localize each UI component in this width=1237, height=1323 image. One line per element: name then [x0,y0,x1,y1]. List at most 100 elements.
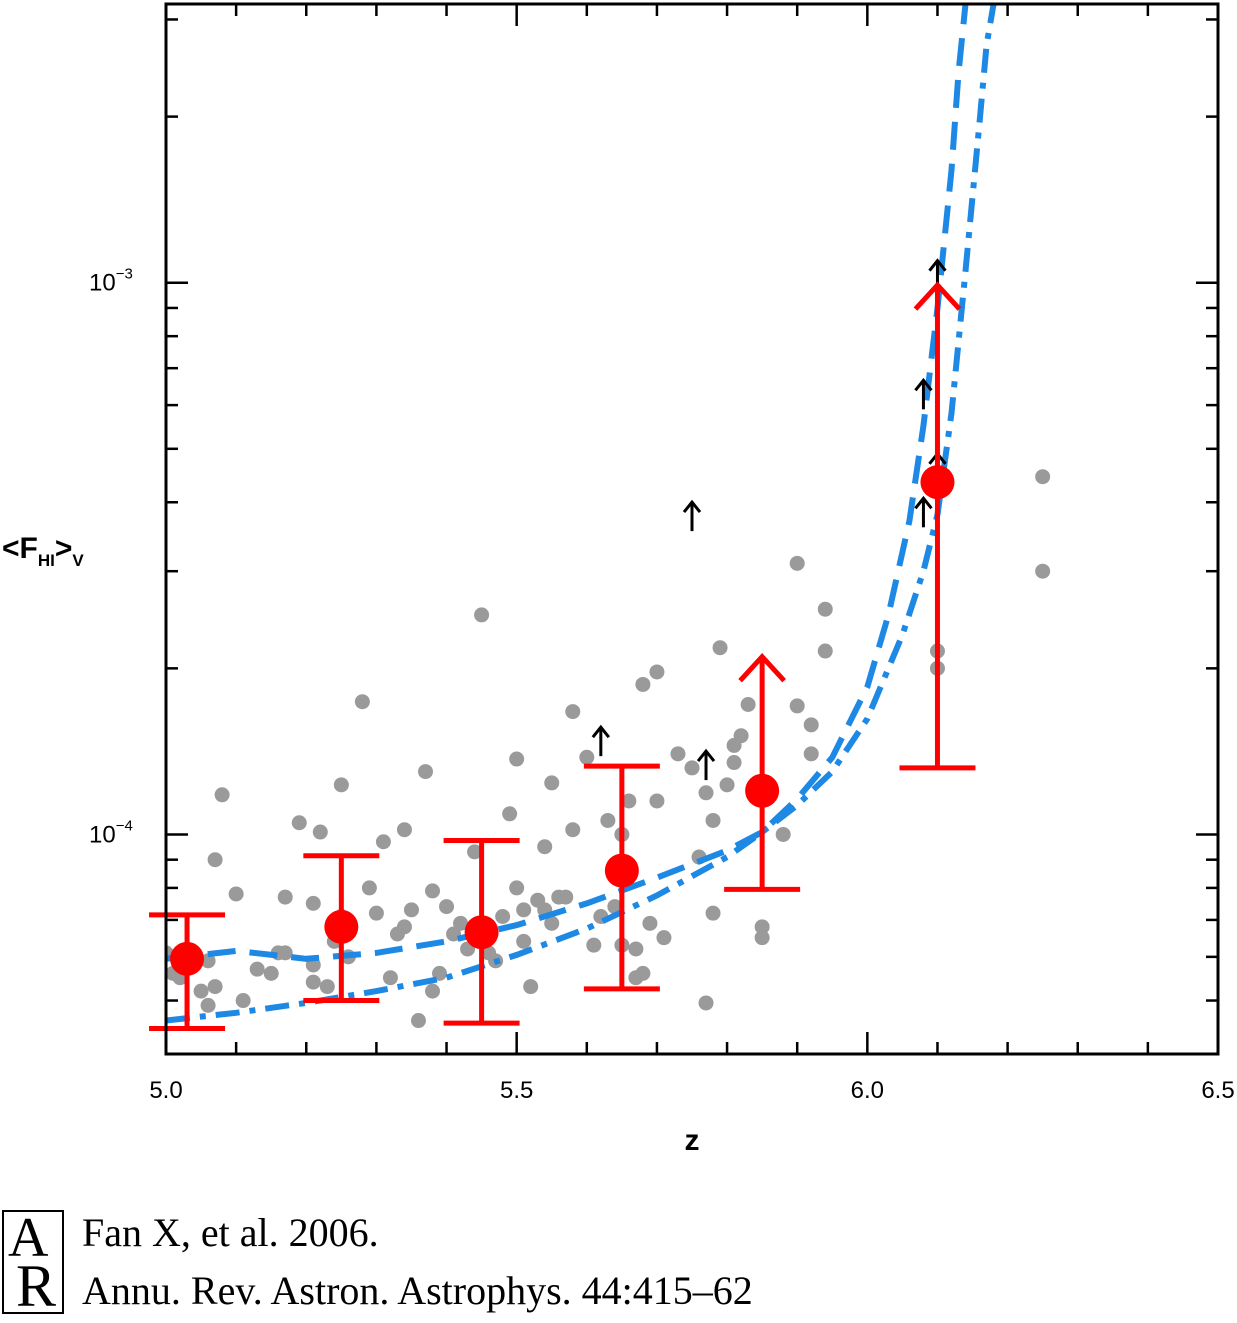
y-tick-label: 10−3 [89,266,133,297]
data-point [698,995,714,1011]
model-curve-dashed [166,4,969,962]
data-point [705,812,721,828]
data-point [817,643,833,659]
binned-mean [583,763,660,992]
lower-limit-arrowhead [913,281,962,311]
data-point [537,839,553,855]
data-point [789,698,805,714]
tick-labels: 5.0 5.5 6.0 6.5 10−4 10−3 [89,266,1235,1104]
mean-marker [604,853,639,888]
data-point [439,899,455,915]
y-axis-title-sub2: V [72,551,84,570]
data-point [1035,563,1051,579]
data-point [474,607,490,623]
y-axis-title-close: > [55,532,73,565]
citation-footer: A R Fan X, et al. 2006. Annu. Rev. Astro… [0,1205,1237,1323]
lower-limit-arrow [914,495,933,528]
data-point [803,746,819,762]
data-point [621,793,637,809]
data-point [291,815,307,831]
data-point [200,997,216,1013]
data-point [467,844,483,860]
arrow-head [914,495,933,510]
data-point [600,812,616,828]
data-point [649,664,665,680]
data-point [277,945,293,961]
lower-limit-arrow [591,724,610,757]
data-point [565,822,581,838]
model-curve-dash-dot [166,4,997,1024]
data-point [544,915,560,931]
x-axis-title: z [685,1124,700,1157]
data-point [333,777,349,793]
data-point [410,1013,426,1029]
lower-limit-arrows [591,258,947,781]
arrow-head [682,499,702,514]
data-point [207,979,223,995]
data-point [382,970,398,986]
data-point [228,886,244,902]
plot-frame [164,2,1220,1056]
data-point [516,902,532,918]
data-point [635,676,651,692]
data-point [425,883,441,899]
lower-limit-arrow [682,499,702,532]
mean-marker [464,915,499,950]
binned-mean [149,912,226,1031]
data-point [193,983,209,999]
data-point [803,717,819,733]
data-point [684,760,700,776]
x-tick-label: 6.0 [851,1077,884,1104]
y-axis-title: <FHI>V [2,532,84,570]
x-tick-label: 5.5 [500,1077,533,1104]
data-point [495,909,511,925]
data-point [425,983,441,999]
data-point [719,777,735,793]
mean-marker [920,465,955,500]
lower-limit-arrowhead [738,652,786,683]
data-point [656,930,672,946]
binned-mean [899,281,976,771]
arrow-head [696,748,716,763]
data-point [200,953,216,969]
data-point [754,930,770,946]
data-point [446,926,462,942]
data-point [775,826,791,842]
data-point [235,993,251,1009]
data-point [396,822,412,838]
data-point [277,889,293,905]
annual-reviews-logo: A R [2,1210,64,1316]
data-point [375,834,391,850]
data-point [207,852,223,868]
data-point [509,751,525,767]
data-point [214,787,230,803]
data-point [396,919,412,935]
data-point [733,728,749,744]
data-point [586,937,602,953]
binned-mean [303,853,380,1004]
binned-mean [443,838,520,1026]
data-point [712,640,728,656]
data-point [558,889,574,905]
data-point [305,974,321,990]
y-axis-title-main: <F [2,532,38,565]
x-tick-label: 6.5 [1201,1077,1234,1104]
data-point [523,979,539,995]
data-point [642,915,658,931]
data-point [312,824,328,840]
data-point [453,915,469,931]
lower-limit-arrow [696,748,716,781]
data-point [361,880,377,896]
arrow-head [928,258,947,272]
data-point [740,696,756,712]
x-tick-label: 5.0 [149,1077,182,1104]
data-point [319,979,335,995]
data-point [417,764,433,780]
data-point [635,965,651,981]
y-axis-title-sub: HI [38,551,55,570]
arrow-head [914,377,933,392]
data-point [354,694,370,710]
data-point [502,806,518,822]
data-point [628,941,644,957]
data-point [754,919,770,935]
